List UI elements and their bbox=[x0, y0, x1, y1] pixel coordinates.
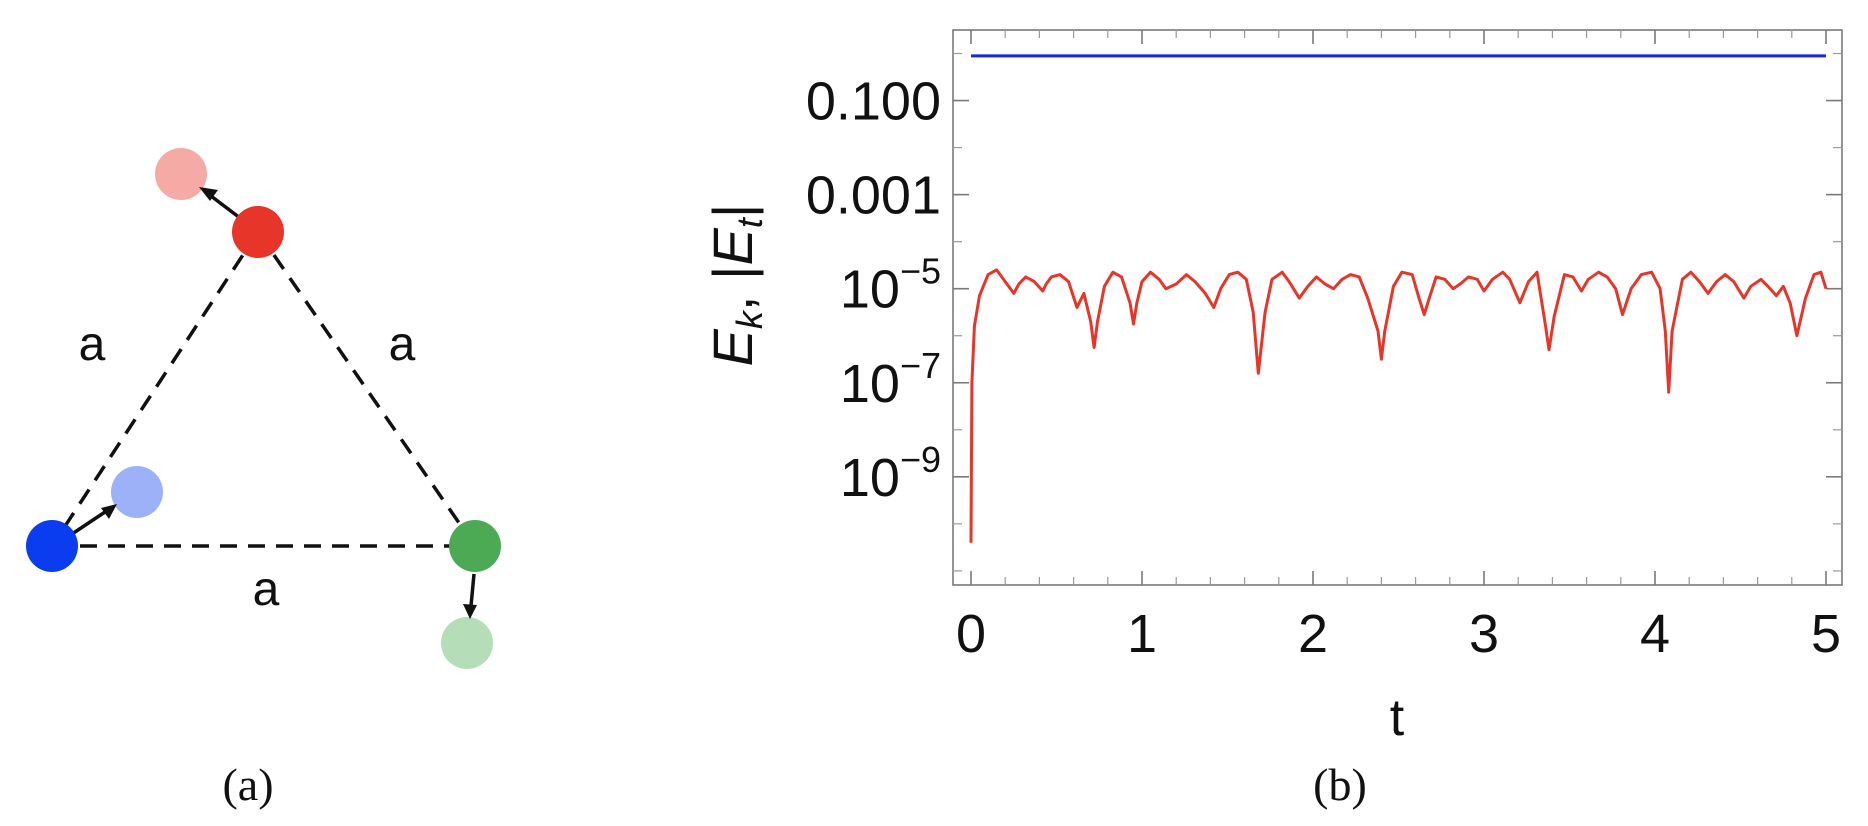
y-tick-label: 10−7 bbox=[840, 345, 941, 414]
y-axis-label-sub1: k bbox=[729, 309, 770, 329]
y-axis-label-main: E bbox=[701, 328, 764, 366]
plot-frame bbox=[952, 29, 1843, 586]
red-displacement-arrow bbox=[199, 187, 242, 220]
x-tick-label: 5 bbox=[1811, 604, 1841, 664]
y-tick-label: 0.100 bbox=[806, 72, 941, 132]
x-axis-label: t bbox=[1390, 689, 1405, 747]
y-tick-label-exp: −9 bbox=[900, 439, 941, 480]
y-tick-label-exp: −5 bbox=[900, 251, 941, 292]
y-tick-label: 10−5 bbox=[840, 251, 941, 320]
green-displacement-arrow bbox=[463, 573, 477, 619]
y-axis-label: Ek, |Et| bbox=[701, 204, 770, 367]
edge-label-right: a bbox=[389, 318, 416, 371]
y-tick-label: 10−9 bbox=[840, 439, 941, 508]
edge-label-bottom: a bbox=[253, 563, 280, 616]
red-ghost-particle bbox=[155, 148, 207, 200]
y-tick-label-base: 10 bbox=[840, 354, 900, 414]
y-minor-ticks bbox=[953, 52, 1842, 572]
x-tick-label: 0 bbox=[956, 604, 986, 664]
y-axis-label-sub2: t bbox=[729, 216, 770, 228]
y-axis-label-main2: E bbox=[701, 227, 764, 265]
x-minor-ticks bbox=[1004, 30, 1793, 585]
x-tick-label: 2 bbox=[1298, 604, 1328, 664]
y-axis-label-end: | bbox=[701, 204, 764, 219]
x-tick-label: 4 bbox=[1640, 604, 1670, 664]
blue-displacement-arrow bbox=[71, 504, 117, 536]
x-tick-label: 3 bbox=[1469, 604, 1499, 664]
green-ghost-particle bbox=[441, 617, 493, 669]
x-tick-label: 1 bbox=[1127, 604, 1157, 664]
blue-ghost-particle bbox=[111, 466, 163, 518]
green-particle bbox=[449, 520, 501, 572]
panel-a-caption: (a) bbox=[222, 759, 273, 810]
y-tick-label-exp: −7 bbox=[900, 345, 941, 386]
series-group bbox=[969, 54, 1828, 543]
y-tick-label-base: 10 bbox=[840, 260, 900, 320]
series-line-1 bbox=[969, 268, 1828, 543]
blue-particle bbox=[26, 520, 78, 572]
red-particle bbox=[232, 206, 284, 258]
y-tick-label: 0.001 bbox=[806, 166, 941, 226]
x-ticks: 0 1 2 3 4 5 bbox=[956, 30, 1841, 664]
edge-label-left: a bbox=[79, 318, 106, 371]
panel-b-caption: (b) bbox=[1313, 759, 1367, 810]
panel-a-diagram: a a a (a) bbox=[26, 148, 501, 810]
edge-top-left bbox=[50, 231, 260, 547]
y-tick-label-base: 10 bbox=[840, 448, 900, 508]
y-axis-label-sep: , | bbox=[701, 265, 764, 311]
edge-top-right bbox=[256, 231, 477, 547]
